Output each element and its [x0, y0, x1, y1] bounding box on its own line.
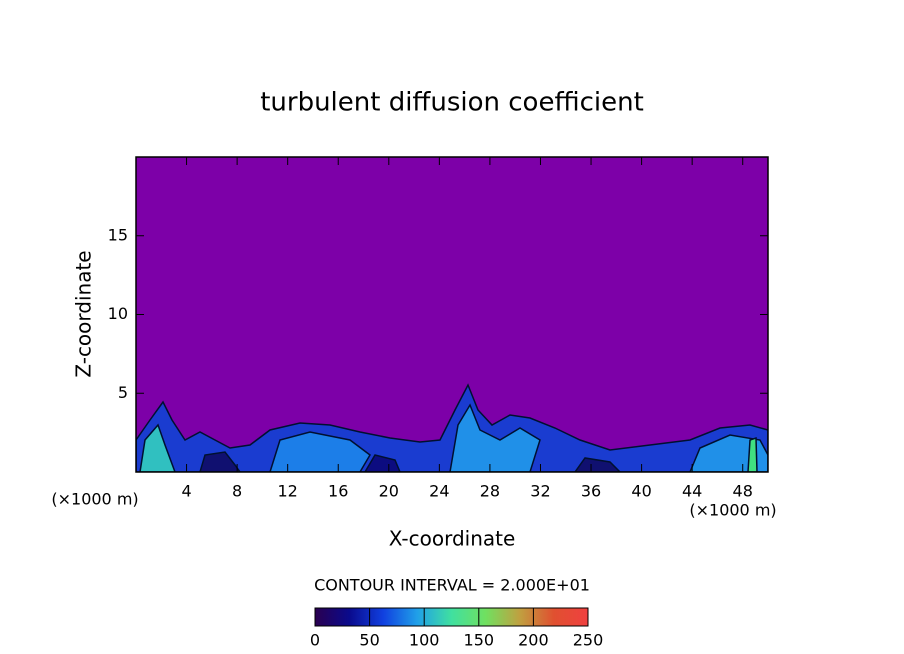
y-tick-label: 10 [108, 304, 128, 323]
x-tick-label: 8 [232, 482, 242, 501]
colorbar-tick-label: 50 [359, 631, 379, 650]
x-tick-label: 44 [682, 482, 702, 501]
x-tick-label: 12 [278, 482, 298, 501]
x-tick-label: 40 [631, 482, 651, 501]
x-tick-label: 24 [429, 482, 449, 501]
colorbar [314, 607, 589, 627]
x-tick-label: 36 [581, 482, 601, 501]
x-tick-label: 28 [480, 482, 500, 501]
chart-title: turbulent diffusion coefficient [260, 88, 644, 118]
x-tick-label: 20 [379, 482, 399, 501]
colorbar-tick-label: 0 [310, 631, 320, 650]
contour-field [136, 383, 768, 472]
colorbar-tick-label: 200 [518, 631, 549, 650]
y-tick-label: 5 [118, 383, 128, 402]
y-unit: (×1000 m) [51, 490, 138, 509]
contour-interval: CONTOUR INTERVAL = 2.000E+01 [314, 576, 590, 595]
y-tick-label: 15 [108, 225, 128, 244]
colorbar-tick-label: 100 [409, 631, 440, 650]
x-tick-label: 32 [530, 482, 550, 501]
x-axis-label: X-coordinate [389, 527, 516, 551]
x-tick-label: 48 [733, 482, 753, 501]
colorbar-tick-label: 150 [464, 631, 495, 650]
colorbar-tick-label: 250 [573, 631, 604, 650]
x-tick-label: 4 [181, 482, 191, 501]
x-unit: (×1000 m) [689, 501, 776, 520]
x-tick-label: 16 [328, 482, 348, 501]
y-axis-label: Z-coordinate [72, 250, 96, 377]
